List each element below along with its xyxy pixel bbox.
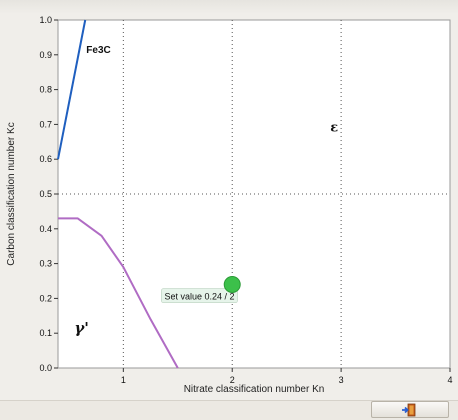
region-label-gamma-prime: γ' (74, 319, 89, 337)
y-tick-label: 0.8 (39, 85, 52, 95)
y-tick-label: 0.0 (39, 363, 52, 373)
y-tick-label: 0.4 (39, 224, 52, 234)
series-layer (57, 19, 179, 369)
y-tick-label: 0.6 (39, 154, 52, 164)
setpoint-layer[interactable]: Set value 0.24 / 2 (161, 275, 241, 304)
y-tick-label: 0.7 (39, 119, 52, 129)
y-tick-label: 0.2 (39, 293, 52, 303)
series-line-gamma-prime (58, 217, 179, 369)
phase-diagram-chart: 0.0 0.1 0.2 0.3 0.4 0.5 0.6 0.7 0.8 0.9 1.0 1 2 3 4 Fe… (6, 15, 453, 395)
setpoint-callout-label: Set value 0.24 / 2 (164, 292, 234, 302)
bottom-toolbar (0, 400, 458, 420)
y-tick-label: 1.0 (39, 15, 52, 25)
exit-button[interactable] (371, 401, 449, 418)
x-tick-label: 1 (121, 375, 126, 385)
y-tick-label: 0.9 (39, 50, 52, 60)
setpoint-callout-box (161, 288, 238, 304)
y-tick-label: 0.3 (39, 259, 52, 269)
y-tick-label: 0.5 (39, 189, 52, 199)
region-label-epsilon: ε (330, 120, 338, 135)
y-axis-label: Carbon classification number Kc (6, 122, 17, 265)
x-tick-label: 4 (447, 375, 452, 385)
window-top-strip (0, 0, 458, 14)
axis-layer: 0.0 0.1 0.2 0.3 0.4 0.5 0.6 0.7 0.8 0.9 1.0 1 2 3 4 (39, 15, 452, 385)
series-line-fe3c (57, 19, 87, 160)
setpoint-marker[interactable] (223, 275, 241, 293)
y-tick-label: 0.1 (39, 328, 52, 338)
grid-layer (58, 20, 450, 368)
series-label-fe3c: Fe3C (86, 45, 110, 56)
label-layer: Fe3C ε γ' (74, 45, 338, 337)
x-tick-label: 2 (230, 375, 235, 385)
x-axis-label: Nitrate classification number Kn (184, 384, 325, 395)
exit-door-icon (402, 403, 416, 417)
x-tick-label: 3 (339, 375, 344, 385)
